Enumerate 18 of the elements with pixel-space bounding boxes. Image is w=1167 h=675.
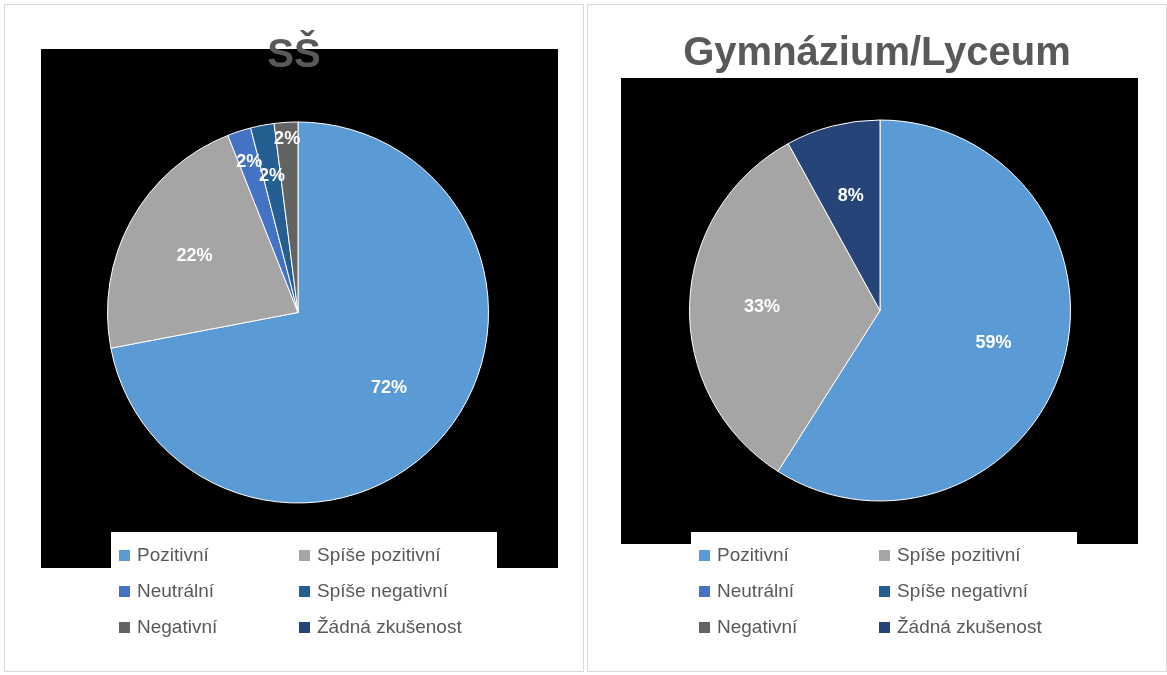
data-label: 59%: [975, 332, 1012, 353]
legend-label: Žádná zkušenost: [897, 616, 1042, 638]
legend-label: Žádná zkušenost: [317, 616, 462, 638]
data-label: 8%: [837, 185, 864, 206]
data-label: 22%: [176, 244, 213, 265]
chart-title: Gymnázium/Lyceum: [682, 29, 1072, 74]
data-label: 33%: [743, 295, 780, 316]
legend-label: Pozitivní: [717, 544, 789, 566]
legend-label: Spíše pozitivní: [317, 544, 441, 566]
legend-label: Pozitivní: [137, 544, 209, 566]
data-label: 72%: [370, 376, 408, 397]
legend-label: Negativní: [137, 616, 218, 638]
legend-label: Neutrální: [137, 580, 215, 602]
legend-label: Spíše negativní: [897, 580, 1028, 602]
legend-label: Negativní: [717, 616, 798, 638]
legend-label: Spíše pozitivní: [897, 544, 1021, 566]
legend-label: Spíše negativní: [317, 580, 448, 602]
legend-label: Neutrální: [717, 580, 795, 602]
